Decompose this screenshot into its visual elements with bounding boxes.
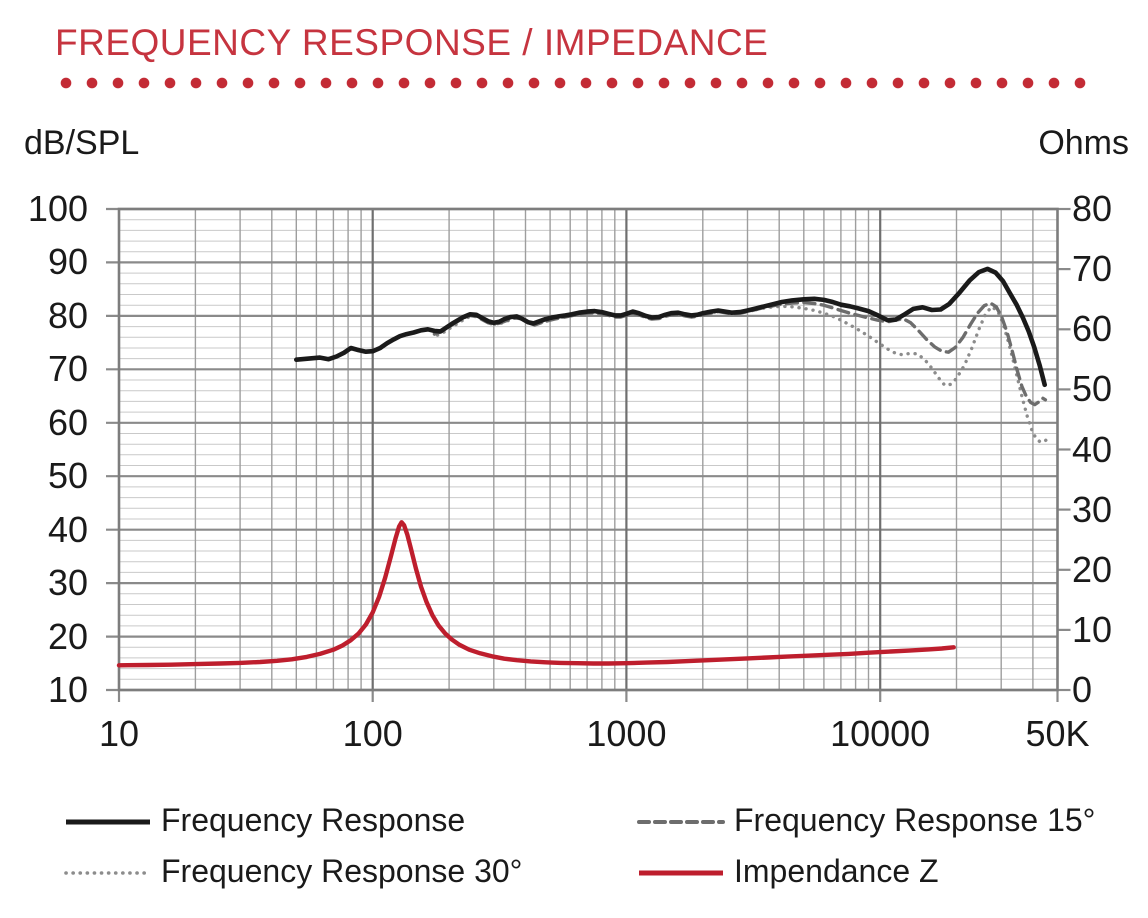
axis-tick-label: 70	[1072, 248, 1113, 290]
page-title: FREQUENCY RESPONSE / IMPEDANCE	[55, 22, 769, 63]
right-axis-unit-label: Ohms	[1038, 124, 1129, 162]
axis-tick-label: 20	[47, 615, 88, 657]
axis-tick-label: 10	[47, 669, 88, 710]
axis-tick-label: 1000	[586, 713, 667, 754]
axis-tick-label: 70	[47, 348, 88, 390]
axis-tick-label: 20	[1072, 548, 1113, 590]
axis-tick-label: 50	[1072, 368, 1113, 410]
axis-tick-label: 50	[47, 455, 88, 497]
axis-tick-label: 10000	[830, 713, 931, 754]
left-axis-unit-label: dB/SPL	[24, 124, 140, 162]
solid-black-line-sample	[64, 806, 152, 836]
axis-tick-label: 100	[27, 188, 88, 229]
legend-label: Impendance Z	[734, 853, 939, 889]
axis-tick-label: 60	[1072, 308, 1113, 350]
legend-item-impedance-z: Impendance Z	[637, 853, 1095, 890]
axis-tick-label: 30	[47, 562, 88, 604]
dotted-divider	[53, 77, 1095, 89]
axis-tick-label: 0	[1072, 669, 1093, 710]
legend-item-frequency-response-15: Frequency Response 15°	[637, 802, 1095, 839]
axis-tick-label: 40	[47, 508, 88, 550]
axis-tick-label: 10	[98, 713, 140, 754]
axis-tick-label: 60	[47, 401, 88, 443]
axis-tick-label: 40	[1072, 428, 1113, 470]
series-3	[116, 520, 956, 668]
axis-tick-label: 100	[342, 713, 403, 754]
axis-tick-label: 10	[1072, 608, 1113, 650]
solid-red-line-sample	[637, 857, 725, 887]
legend-item-frequency-response-30: Frequency Response 30°	[64, 853, 637, 890]
legend-item-frequency-response: Frequency Response	[64, 802, 637, 839]
axis-tick-label: 80	[1072, 188, 1113, 229]
dashed-gray-line-sample	[637, 806, 725, 836]
chart-legend: Frequency Response Frequency Response 15…	[64, 802, 1095, 890]
axis-tick-label: 90	[47, 241, 88, 283]
axis-tick-label: 30	[1072, 488, 1113, 530]
axis-tick-label: 80	[47, 294, 88, 336]
dotted-gray-line-sample	[64, 857, 152, 887]
legend-label: Frequency Response	[161, 802, 466, 838]
legend-label: Frequency Response 30°	[161, 853, 523, 889]
series-0	[293, 266, 1047, 388]
legend-label: Frequency Response 15°	[734, 802, 1096, 838]
axis-tick-label: 50K	[1025, 713, 1090, 754]
